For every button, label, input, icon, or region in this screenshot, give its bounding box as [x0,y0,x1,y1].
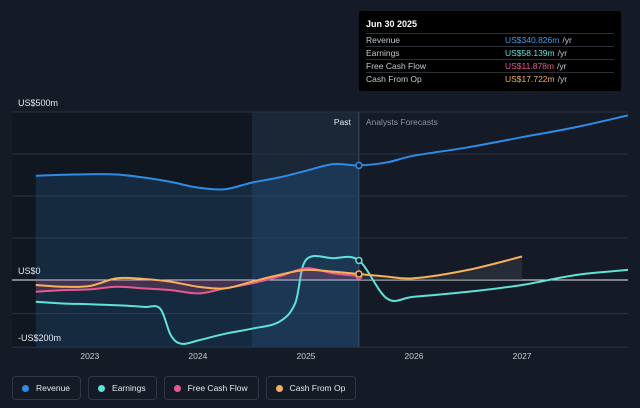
y-tick-label: -US$200m [18,333,61,343]
past-label: Past [334,117,352,127]
free-cash-flow-dot-icon [173,384,181,392]
free-cash-flow-area [35,268,359,294]
tooltip-unit: /yr [557,74,568,84]
x-tick-label: 2023 [80,351,99,361]
chart-legend: Revenue Earnings Free Cash Flow Cash Fro… [12,376,357,400]
cash-from-op-dot-icon [275,384,283,392]
tooltip-label: Earnings [366,48,400,58]
tooltip-value: US$58.139m [505,48,555,58]
revenue-dot-icon [22,384,29,392]
tooltip-value: US$17.722m [505,74,555,84]
cash-from-op-forecast-area [358,256,523,280]
tooltip-unit: /yr [556,61,567,71]
x-tick-label: 2024 [188,351,207,361]
series-lines [35,114,629,347]
chart-background [12,112,360,347]
tooltip-label: Cash From Op [366,74,422,84]
revenue-area [35,163,359,347]
legend-label: Cash From Op [289,383,346,393]
axis-labels: US$500m US$0 -US$200m 2023 2024 2025 2026 2027 P… [18,98,532,361]
forecast-label: Analysts Forecasts [366,117,438,127]
tooltip-label: Revenue [366,35,401,45]
x-tick-label: 2026 [405,351,424,361]
tooltip-row-cash-from-op: Cash From Op US$17.722m /yr [366,72,614,85]
tooltip-unit: /yr [557,48,568,58]
revenue-marker [355,161,363,170]
gridlines [12,111,628,348]
legend-item-revenue[interactable]: Revenue [12,376,82,400]
tooltip-row-earnings: Earnings US$58.139m /yr [366,46,614,59]
earnings-dot-icon [98,384,106,392]
x-tick-label: 2025 [296,351,315,361]
tooltip-row-revenue: Revenue US$340.826m /yr [366,33,614,46]
past-highlight-region [251,112,359,347]
tooltip-unit: /yr [562,35,572,45]
cash-from-op-marker [355,270,363,278]
tooltip-row-free-cash-flow: Free Cash Flow US$11.878m /yr [366,59,614,72]
tooltip-value: US$340.826m [505,35,560,45]
legend-label: Earnings [112,383,146,393]
revenue-line [35,114,629,191]
free-cash-flow-line [35,267,360,295]
earnings-line [35,254,629,345]
legend-item-cash-from-op[interactable]: Cash From Op [265,376,357,400]
y-tick-label: US$0 [18,266,41,276]
cash-from-op-line [35,255,523,290]
data-tooltip: Jun 30 2025 Revenue US$340.826m /yr Earn… [359,11,621,91]
legend-label: Revenue [36,383,71,393]
x-tick-label: 2027 [513,351,532,361]
legend-label: Free Cash Flow [187,383,248,393]
legend-item-free-cash-flow[interactable]: Free Cash Flow [163,376,259,400]
legend-item-earnings[interactable]: Earnings [88,376,157,400]
tooltip-value: US$11.878m [505,61,554,71]
tooltip-date: Jun 30 2025 [366,19,418,29]
y-tick-label: US$500m [18,98,58,108]
tooltip-label: Free Cash Flow [366,61,426,71]
earnings-marker [355,256,363,265]
